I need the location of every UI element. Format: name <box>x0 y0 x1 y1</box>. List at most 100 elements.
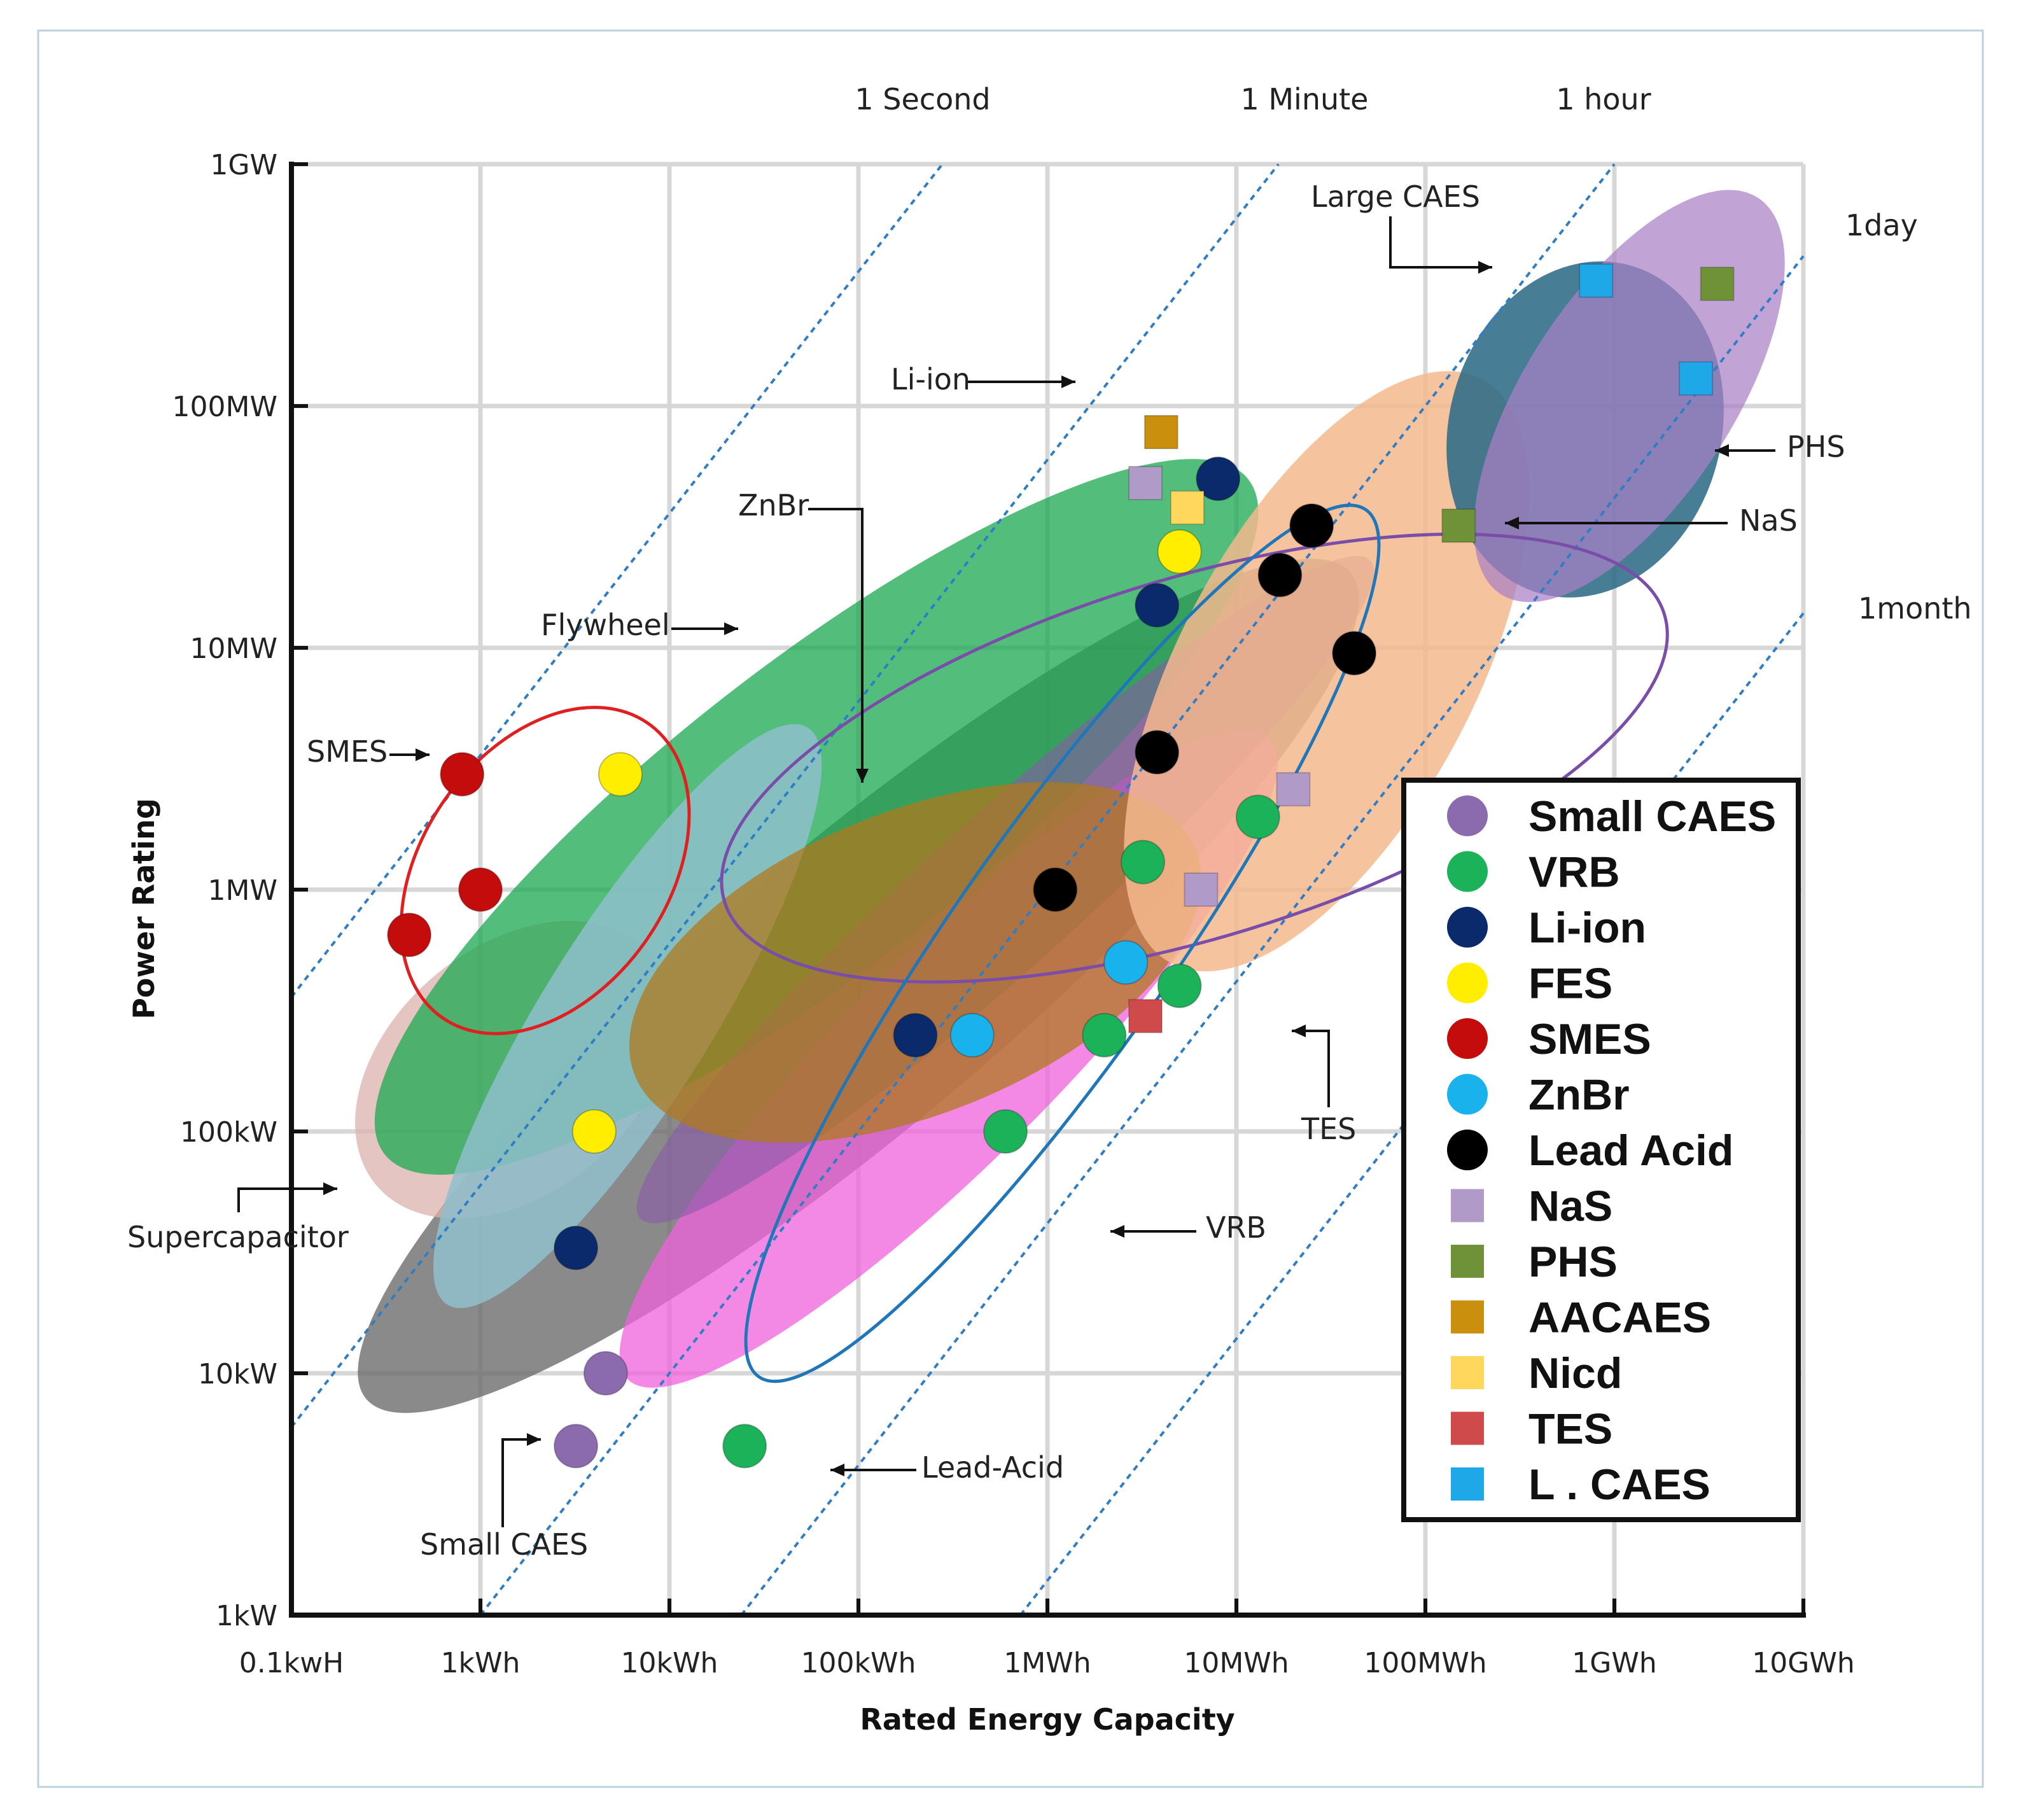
discharge-label-1-minute: 1 Minute <box>1240 82 1368 116</box>
discharge-label-1-hour: 1 hour <box>1556 82 1651 116</box>
point-aacaes <box>1143 415 1178 450</box>
legend-label-vrb: VRB <box>1528 848 1620 897</box>
point-l-caes <box>1579 263 1614 298</box>
annotation-label-nas: NaS <box>1739 503 1798 538</box>
annotations: Li-ion ZnBr Flywheel SMES Supercapacitor Smal… <box>127 179 1845 1562</box>
annotation-arrowhead-large-caes <box>1478 261 1492 274</box>
legend-marker-vrb <box>1447 851 1488 892</box>
legend-marker-nicd <box>1451 1356 1484 1389</box>
point-lead-acid <box>1033 867 1078 912</box>
annotation-arrowhead-vrb <box>1110 1225 1124 1238</box>
annotation-label-small-caes: Small CAES <box>420 1527 588 1562</box>
y-tick-label: 100kW <box>180 1116 277 1149</box>
point-vrb <box>722 1424 767 1469</box>
annotation-label-li-ion: Li-ion <box>891 362 970 396</box>
x-tick-label: 1GWh <box>1572 1647 1656 1679</box>
x-tick-label: 1kWh <box>441 1647 521 1679</box>
outline-smes <box>399 706 691 1035</box>
annotation-arrowhead-li-ion <box>1061 375 1075 388</box>
y-tick-label: 1kW <box>216 1600 277 1632</box>
annotation-label-smes: SMES <box>307 734 388 769</box>
point-nas <box>1128 466 1163 501</box>
legend-label-aacaes: AACAES <box>1528 1294 1711 1342</box>
annotation-arrowhead-lead-acid <box>830 1464 844 1476</box>
point-znbr <box>1103 940 1149 985</box>
point-phs <box>1700 267 1735 302</box>
legend: Small CAES VRB Li-ion FES SMES ZnBr Lead Acid N… <box>1401 778 1801 1522</box>
annotation-arrow-large-caes <box>1389 216 1492 269</box>
discharge-label-1-second: 1 Second <box>855 82 990 116</box>
x-tick-label: 0.1kwH <box>239 1647 344 1679</box>
legend-label-l-caes: L . CAES <box>1528 1460 1710 1509</box>
point-nicd <box>1170 490 1205 525</box>
point-nas <box>1184 872 1219 907</box>
point-fes <box>571 1109 617 1154</box>
legend-marker-smes <box>1447 1018 1488 1059</box>
annotation-label-tes: TES <box>1301 1112 1356 1146</box>
annotation-arrow-supercapacitor <box>237 1187 337 1212</box>
point-l-caes <box>1679 361 1714 396</box>
point-vrb <box>1082 1012 1127 1058</box>
annotation-arrowhead-nas <box>1505 517 1519 529</box>
y-tick-label: 10MW <box>190 633 277 665</box>
legend-marker-small-caes <box>1447 795 1488 836</box>
x-tick-label: 10kWh <box>621 1647 718 1679</box>
point-lead-acid <box>1257 552 1303 598</box>
legend-label-small-caes: Small CAES <box>1528 792 1776 841</box>
legend-label-znbr: ZnBr <box>1528 1071 1630 1119</box>
point-fes <box>1157 529 1202 574</box>
discharge-line-1-second <box>290 163 944 998</box>
point-vrb <box>1157 963 1202 1009</box>
x-tick-label: 100kWh <box>801 1647 916 1679</box>
point-li-ion <box>1196 456 1241 501</box>
point-vrb <box>1121 839 1166 885</box>
x-tick-label: 100MWh <box>1364 1647 1486 1679</box>
annotation-arrowhead-flywheel <box>724 622 738 635</box>
legend-label-smes: SMES <box>1528 1015 1651 1063</box>
annotation-arrowhead-znbr <box>856 769 869 783</box>
legend-marker-li-ion <box>1447 907 1488 948</box>
y-axis-title: Power Rating <box>127 798 161 1019</box>
legend-label-nicd: Nicd <box>1528 1349 1622 1397</box>
discharge-label-1month: 1month <box>1858 591 1972 626</box>
legend-marker-znbr <box>1447 1074 1488 1115</box>
annotation-label-lead-acid: Lead-Acid <box>921 1450 1064 1485</box>
legend-label-lead-acid: Lead Acid <box>1528 1126 1733 1175</box>
legend-marker-aacaes <box>1451 1300 1484 1334</box>
point-small-caes <box>554 1424 599 1469</box>
point-lead-acid <box>1135 730 1180 775</box>
annotation-arrowhead-small-caes <box>527 1433 541 1446</box>
annotation-arrowhead-phs <box>1715 444 1729 457</box>
point-vrb <box>983 1109 1028 1154</box>
x-tick-label: 1MWh <box>1004 1647 1091 1679</box>
legend-marker-fes <box>1447 962 1488 1004</box>
legend-label-fes: FES <box>1528 960 1612 1008</box>
outline-nas <box>720 532 1669 984</box>
legend-marker-nas <box>1451 1189 1484 1222</box>
annotation-label-phs: PHS <box>1787 430 1845 464</box>
point-znbr <box>949 1012 995 1058</box>
discharge-label-1day: 1day <box>1845 208 1918 242</box>
annotation-arrow-znbr <box>808 508 864 783</box>
point-lead-acid <box>1332 631 1377 676</box>
point-nas <box>1276 772 1311 807</box>
legend-label-phs: PHS <box>1528 1238 1618 1286</box>
legend-marker-tes <box>1451 1411 1484 1445</box>
annotation-arrowhead-tes <box>1292 1025 1306 1037</box>
annotation-arrowhead-supercapacitor <box>323 1182 337 1195</box>
legend-label-tes: TES <box>1528 1405 1612 1453</box>
point-li-ion <box>1135 583 1180 628</box>
data-points <box>387 263 1735 1469</box>
region-small-caes <box>433 724 822 1308</box>
legend-marker-l-caes <box>1451 1467 1484 1501</box>
point-li-ion <box>893 1012 938 1058</box>
annotation-label-supercapacitor: Supercapacitor <box>127 1220 349 1254</box>
axes: 0.1kwH 1kWh 10kWh 100kWh 1MWh 10MWh 100MWh 1GWh… <box>172 149 1855 1679</box>
point-smes <box>387 913 432 958</box>
legend-marker-lead-acid <box>1447 1130 1488 1170</box>
region-tes <box>1124 371 1530 972</box>
x-tick-label: 10MWh <box>1184 1647 1289 1679</box>
point-li-ion <box>554 1225 599 1270</box>
annotation-label-flywheel: Flywheel <box>541 608 670 642</box>
